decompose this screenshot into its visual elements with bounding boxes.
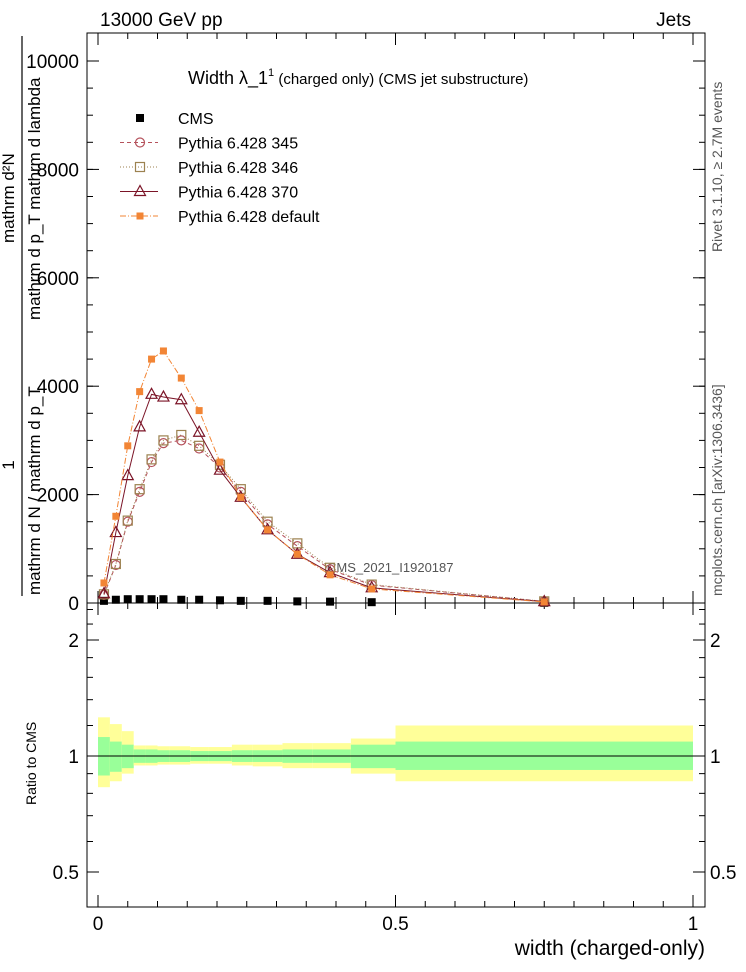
data-point <box>213 462 227 475</box>
ratio-y-axis-label: Ratio to CMS <box>23 722 39 805</box>
data-point <box>215 596 224 605</box>
series-line <box>103 350 545 603</box>
data-point <box>99 596 108 605</box>
legend-marker <box>133 184 147 197</box>
ratio-tick-label-right: 0.5 <box>710 863 736 884</box>
ylabel-top-num: mathrm d²N <box>0 153 18 243</box>
legend-marker <box>134 137 146 148</box>
data-point <box>145 387 159 399</box>
data-point <box>236 596 245 605</box>
header-right: Jets <box>656 10 691 31</box>
main-y-axis-label: 1 mathrm d N / mathrm d p_T mathrm d²N m… <box>0 36 44 596</box>
ylabel-frac-den: mathrm d N / mathrm d p_T <box>25 386 44 595</box>
data-point <box>194 440 205 451</box>
analysis-watermark: CMS_2021_I1920187 <box>327 560 454 575</box>
data-point <box>112 512 120 520</box>
data-point <box>263 596 272 605</box>
y-tick-label: 8000 <box>37 160 79 181</box>
ratio-tick-label-right: 1 <box>710 747 721 768</box>
data-point <box>121 468 135 481</box>
mcplots-label: mcplots.cern.ch [arXiv:1306.3436] <box>709 384 725 596</box>
legend-label: Pythia 6.428 370 <box>178 185 298 202</box>
legend-label: Pythia 6.428 346 <box>178 160 298 177</box>
series-layer <box>97 347 551 607</box>
y-tick-label: 0 <box>68 594 79 615</box>
data-point <box>148 355 156 363</box>
ratio-axis-ticks: 0.5 0.5 1 1 2 2 <box>53 608 736 884</box>
x-axis-label: width (charged-only) <box>514 937 705 960</box>
main-axis-ticks: 0 2000 4000 6000 8000 10000 0 0.5 1 <box>26 33 705 935</box>
series-pythia-6-428-345 <box>98 435 550 607</box>
plot-title: Width λ_11 (charged only) (CMS jet subst… <box>188 67 528 89</box>
data-point <box>159 347 167 355</box>
data-point <box>177 374 185 382</box>
header-left: 13000 GeV pp <box>100 10 223 31</box>
data-point <box>146 454 157 465</box>
legend-label: CMS <box>178 111 214 128</box>
ratio-tick-label: 2 <box>68 631 79 652</box>
data-point <box>216 458 224 466</box>
data-point <box>293 550 301 558</box>
ratio-stat-band <box>109 741 122 772</box>
data-point <box>262 516 273 527</box>
data-point <box>264 526 272 534</box>
data-point <box>158 435 169 446</box>
data-point <box>97 586 111 599</box>
ratio-tick-label: 1 <box>68 747 79 768</box>
legend-marker <box>136 212 144 220</box>
data-point <box>134 484 145 495</box>
y-tick-label: 10000 <box>26 52 79 73</box>
data-point <box>367 598 376 607</box>
data-point <box>110 558 121 570</box>
legend-marker <box>136 114 144 122</box>
x-tick-label: 0.5 <box>382 914 408 935</box>
data-point <box>177 595 186 604</box>
data-point <box>159 595 168 604</box>
ylabel-top-den: mathrm d p_T mathrm d lambda <box>25 77 44 320</box>
data-point <box>147 595 156 604</box>
data-point <box>98 589 110 600</box>
data-point <box>195 595 204 604</box>
data-point <box>176 435 187 446</box>
data-point <box>123 595 132 604</box>
series-pythia-6-428-default <box>100 347 548 606</box>
y-tick-label: 2000 <box>37 486 79 507</box>
data-point <box>176 429 187 441</box>
rivet-label: Rivet 3.1.10, ≥ 2.7M events <box>709 82 725 252</box>
y-tick-label: 6000 <box>37 269 79 290</box>
data-point <box>156 389 170 402</box>
data-point <box>192 425 206 437</box>
legend-label: Pythia 6.428 default <box>178 209 320 226</box>
data-point <box>368 585 376 593</box>
data-point <box>293 597 302 606</box>
ratio-tick-label: 0.5 <box>53 863 79 884</box>
data-point <box>124 442 132 450</box>
data-point <box>237 493 245 501</box>
data-point <box>174 392 188 405</box>
ratio-bands <box>98 717 693 788</box>
data-point <box>111 595 120 604</box>
ylabel-frac-num: 1 <box>0 460 18 469</box>
legend: CMS Pythia 6.428 345 Pythia 6.428 346 Pythi… <box>120 111 320 226</box>
data-point <box>136 388 144 396</box>
data-point <box>326 571 334 579</box>
series-pythia-6-428-346 <box>98 429 550 607</box>
data-point <box>195 407 203 415</box>
legend-marker <box>134 161 146 173</box>
data-point <box>133 419 147 432</box>
data-point <box>326 597 335 606</box>
data-point <box>100 579 108 587</box>
series-pythia-6-428-370 <box>97 387 551 607</box>
data-point <box>122 515 133 526</box>
x-tick-label: 1 <box>688 914 699 935</box>
series-line <box>103 439 545 602</box>
series-line <box>103 393 545 603</box>
ratio-tick-label-right: 2 <box>710 631 721 652</box>
y-tick-label: 4000 <box>37 377 79 398</box>
data-point <box>540 598 548 606</box>
legend-label: Pythia 6.428 345 <box>178 136 298 153</box>
x-tick-label: 0 <box>93 914 104 935</box>
data-point <box>135 595 144 604</box>
